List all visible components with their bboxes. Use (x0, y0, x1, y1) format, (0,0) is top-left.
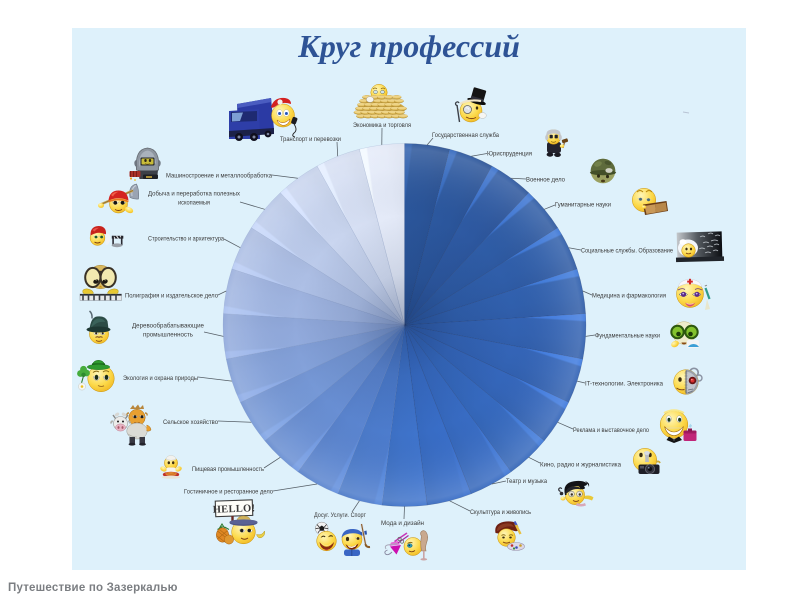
svg-text:Полиграфия и издательское дело: Полиграфия и издательское дело (125, 292, 218, 299)
svg-text:Кино, радио и журналистика: Кино, радио и журналистика (540, 461, 621, 468)
svg-text:Пищевая промышленность: Пищевая промышленность (192, 466, 264, 473)
svg-text:Гостиничное и ресторанное дело: Гостиничное и ресторанное дело (184, 488, 273, 495)
svg-text:ископаемыя: ископаемыя (178, 200, 210, 207)
svg-text:Строительство и архитектура: Строительство и архитектура (148, 235, 224, 242)
svg-text:Машиностроение и металлообрабо: Машиностроение и металлообработка (166, 171, 272, 179)
svg-text:Государственная служба: Государственная служба (432, 131, 499, 139)
svg-text:Добыча и переработка полезных: Добыча и переработка полезных (148, 190, 241, 198)
svg-text:Медицина и фармакология: Медицина и фармакология (592, 292, 666, 299)
svg-text:Гуманитарные науки: Гуманитарные науки (555, 201, 611, 208)
svg-text:HELLO!: HELLO! (213, 503, 256, 515)
svg-text:Социальные службы. Образование: Социальные службы. Образование (581, 246, 673, 254)
svg-text:Юриспруденция: Юриспруденция (487, 150, 532, 157)
svg-text:Экология и охрана природы: Экология и охрана природы (123, 375, 198, 382)
svg-text:Реклама и выставочное дело: Реклама и выставочное дело (573, 427, 649, 434)
svg-text:Транспорт и перевозки: Транспорт и перевозки (280, 136, 341, 143)
svg-text:Экономика и торговля: Экономика и торговля (353, 122, 411, 129)
svg-text:Военное дело: Военное дело (526, 176, 565, 183)
svg-text:Фундаментальные науки: Фундаментальные науки (595, 332, 660, 339)
svg-text:Деревообрабатывающие: Деревообрабатывающие (132, 322, 204, 330)
svg-text:Досуг. Услуги. Спорт: Досуг. Услуги. Спорт (314, 512, 366, 519)
svg-text:Сельское хозяйство: Сельское хозяйство (163, 418, 218, 426)
svg-text:Мода и дизайн: Мода и дизайн (381, 519, 424, 527)
svg-text:IT-технологии. Электроника: IT-технологии. Электроника (585, 380, 663, 387)
svg-text:промышленность: промышленность (143, 332, 193, 339)
svg-text:Театр и музыка: Театр и музыка (506, 478, 547, 485)
svg-text:Скульптура и живопись: Скульптура и живопись (470, 509, 531, 516)
